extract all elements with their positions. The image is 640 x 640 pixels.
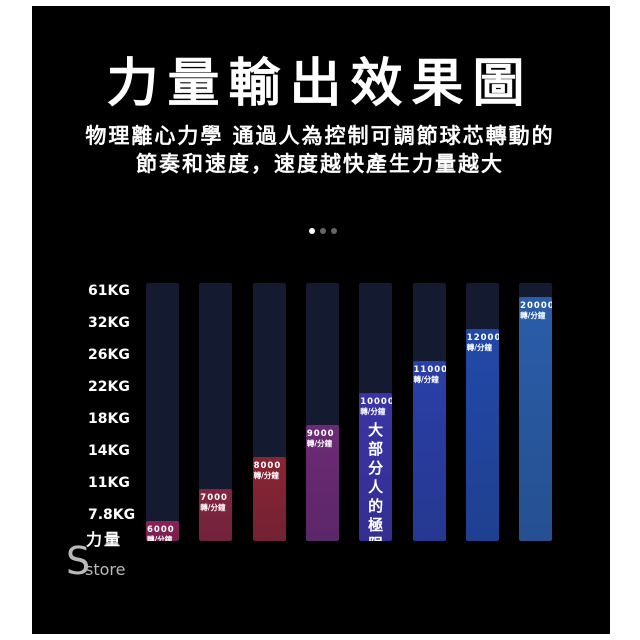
y-tick-label: 18KG (88, 411, 130, 427)
bar-rpm-label: 12000 轉/分鐘 (467, 333, 499, 353)
bar-track: 12000 轉/分鐘 (465, 283, 499, 541)
y-tick-label: 11KG (88, 475, 130, 491)
bar-track: 8000 轉/分鐘 (252, 283, 286, 541)
bar-rpm-label: 6000 轉/分鐘 (147, 525, 179, 541)
logo-text: store (85, 560, 126, 579)
rpm-unit: 轉/分鐘 (306, 439, 333, 448)
y-tick-label: 32KG (88, 315, 130, 331)
bar-track: 11000 轉/分鐘 (412, 283, 446, 541)
bar: 8000 轉/分鐘 (252, 457, 286, 541)
bar: 20000 轉/分鐘 (519, 297, 553, 541)
carousel-dot[interactable] (331, 228, 337, 234)
bar-track: 6000 轉/分鐘 (146, 283, 179, 541)
rpm-value: 20000 (520, 301, 553, 311)
rpm-value: 12000 (466, 333, 499, 343)
subtitle-line-1: 物理離心力學 通過人為控制可調節球芯轉動的 (85, 124, 555, 148)
rpm-unit: 轉/分鐘 (253, 471, 279, 480)
bar: 9000 轉/分鐘 (305, 425, 339, 541)
y-tick-label: 22KG (88, 379, 130, 395)
rpm-unit: 轉/分鐘 (413, 375, 439, 384)
bar-rpm-label: 11000 轉/分鐘 (414, 365, 446, 385)
rpm-unit: 轉/分鐘 (360, 407, 386, 416)
carousel-dot[interactable] (309, 228, 315, 234)
page-title: 力量輸出效果圖 (106, 54, 534, 114)
y-tick-label: 7.8KG (88, 507, 136, 523)
carousel-dot[interactable] (320, 228, 326, 234)
bar-rpm-label: 9000 轉/分鐘 (307, 429, 339, 449)
rpm-unit: 轉/分鐘 (147, 535, 173, 541)
bar: 6000 轉/分鐘 (146, 521, 179, 541)
rpm-value: 7000 (200, 493, 228, 503)
rpm-unit: 轉/分鐘 (520, 311, 546, 320)
bar-rpm-label: 7000 轉/分鐘 (200, 493, 232, 513)
y-tick-label: 26KG (88, 347, 130, 363)
bar-track: 7000 轉/分鐘 (199, 283, 233, 541)
rpm-value: 11000 (413, 365, 446, 375)
y-axis-label: 力量 (86, 530, 123, 549)
rpm-unit: 轉/分鐘 (466, 343, 493, 352)
bar-track: 9000 轉/分鐘 (305, 283, 339, 541)
y-tick-label: 61KG (88, 283, 130, 299)
rpm-value: 9000 (306, 429, 335, 439)
bar-annotation: 大部分人的極限 (368, 421, 384, 541)
y-tick-label: 14KG (88, 443, 130, 459)
rpm-unit: 轉/分鐘 (200, 503, 226, 512)
rpm-value: 10000 (360, 397, 393, 407)
bar: 11000 轉/分鐘 (412, 361, 446, 541)
logo-letter: S (66, 539, 91, 583)
carousel-indicator[interactable] (309, 228, 343, 236)
bar-rpm-label: 8000 轉/分鐘 (254, 461, 286, 481)
subtitle-line-2: 節奏和速度，速度越快產生力量越大 (136, 152, 504, 176)
rpm-value: 6000 (147, 525, 175, 535)
bar: 7000 轉/分鐘 (199, 489, 233, 541)
bar-rpm-label: 10000 轉/分鐘 (360, 397, 392, 417)
rpm-value: 8000 (253, 461, 282, 471)
bar-rpm-label: 20000 轉/分鐘 (520, 301, 552, 321)
bar-track: 20000 轉/分鐘 (519, 283, 553, 541)
bar: 12000 轉/分鐘 (465, 329, 499, 541)
